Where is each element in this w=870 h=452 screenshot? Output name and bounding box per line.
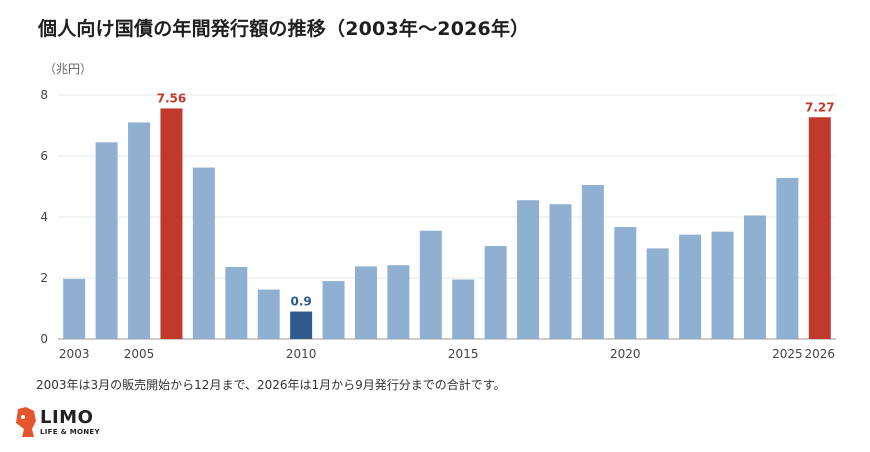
data-label-2010: 0.9 xyxy=(290,295,311,309)
bar-2011 xyxy=(322,281,345,339)
bar-2004 xyxy=(95,142,118,339)
x-tick-label: 2005 xyxy=(124,347,155,361)
bar-2023 xyxy=(711,231,734,339)
y-axis-unit-label: （兆円） xyxy=(44,62,93,76)
bar-2009 xyxy=(257,289,280,339)
bar-2006 xyxy=(160,108,183,339)
bar-2025 xyxy=(776,177,799,339)
bar-2019 xyxy=(581,184,604,339)
chart-title: 個人向け国債の年間発行額の推移（2003年〜2026年） xyxy=(38,18,530,40)
bar-2005 xyxy=(128,122,151,339)
bar-2007 xyxy=(192,167,215,339)
logo-mark-icon xyxy=(16,407,36,437)
bar-2022 xyxy=(679,234,702,339)
bar-2015 xyxy=(452,279,475,339)
bar-2013 xyxy=(387,265,410,339)
x-tick-label: 2015 xyxy=(448,347,479,361)
logo-tagline: LIFE & MONEY xyxy=(40,428,100,436)
bar-2024 xyxy=(743,215,766,339)
data-label-2006: 7.56 xyxy=(157,91,187,105)
y-tick-label: 8 xyxy=(40,88,48,102)
bar-2008 xyxy=(225,267,248,339)
bar-2016 xyxy=(484,245,507,339)
x-tick-label: 2010 xyxy=(286,347,317,361)
y-tick-label: 2 xyxy=(40,271,48,285)
y-tick-label: 4 xyxy=(40,210,48,224)
bar-2026 xyxy=(808,117,831,339)
bar-2010 xyxy=(290,311,313,339)
bar-2017 xyxy=(517,200,540,339)
limo-logo: LIMO LIFE & MONEY xyxy=(14,407,124,441)
data-label-2026: 7.27 xyxy=(805,100,835,114)
x-tick-label: 2026 xyxy=(805,347,836,361)
x-tick-label: 2020 xyxy=(610,347,641,361)
footnote: 2003年は3月の販売開始から12月まで、2026年は1月から9月発行分までの合… xyxy=(36,378,506,392)
bar-2014 xyxy=(419,230,442,339)
bar-2020 xyxy=(614,227,637,339)
y-tick-label: 6 xyxy=(40,149,48,163)
x-tick-label: 2003 xyxy=(59,347,90,361)
bar-2018 xyxy=(549,204,572,339)
y-tick-label: 0 xyxy=(40,332,48,346)
bar-chart: 0 2 4 6 8 2003 2005 7.56 0.9 2010 2015 2020 2025 7.27… xyxy=(40,88,836,361)
x-tick-label: 2025 xyxy=(772,347,803,361)
bar-2012 xyxy=(354,266,377,339)
bar-2003 xyxy=(63,278,86,339)
logo-name: LIMO xyxy=(40,407,94,428)
bar-2021 xyxy=(646,248,669,339)
